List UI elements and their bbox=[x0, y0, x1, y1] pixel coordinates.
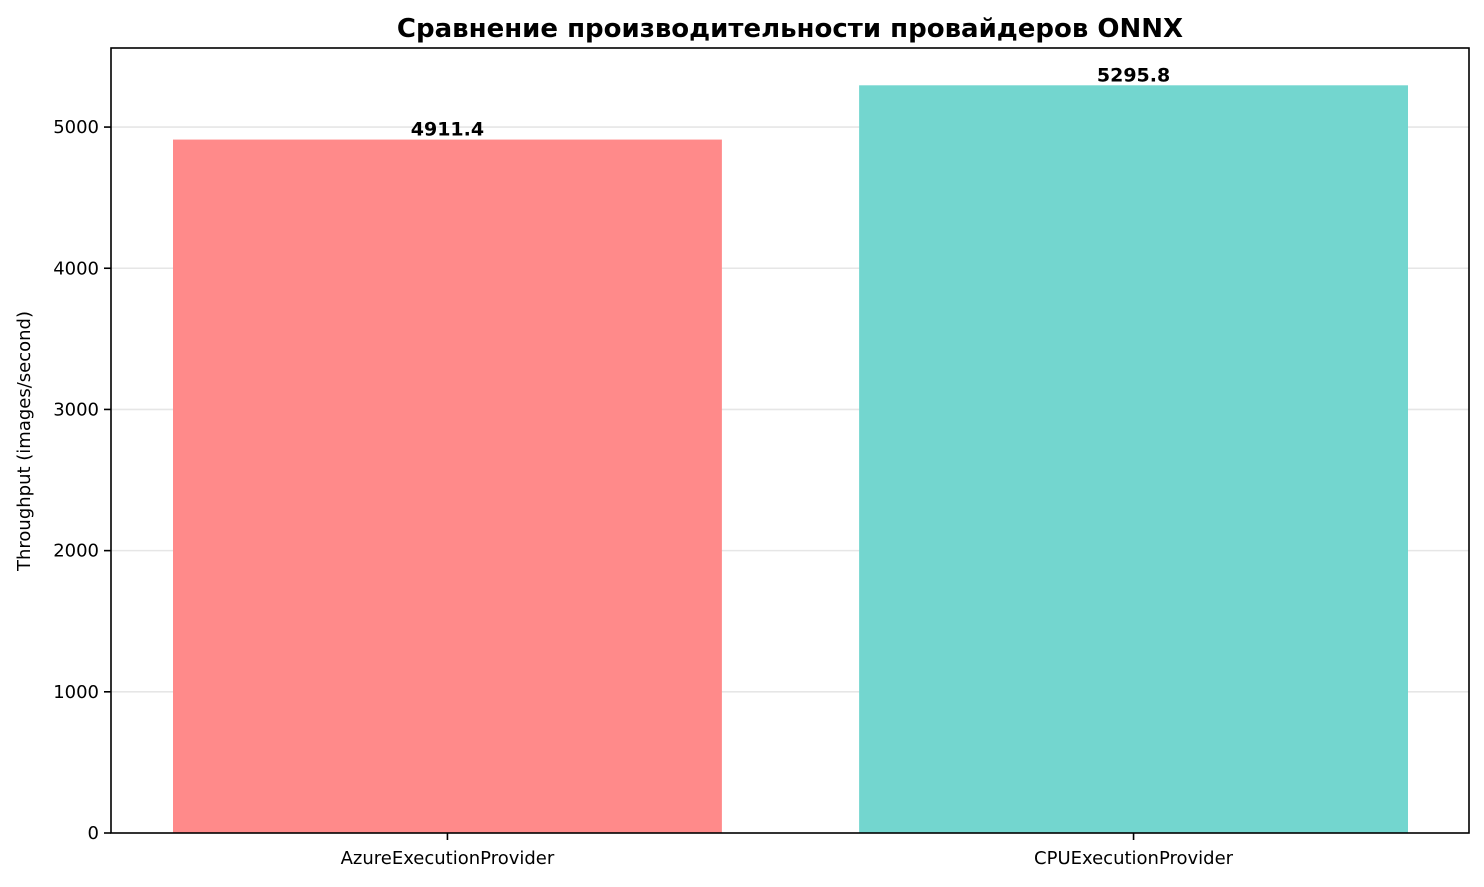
plot-frame bbox=[110, 47, 1470, 834]
y-tick-label: 3000 bbox=[53, 399, 99, 420]
chart-title: Сравнение производительности провайдеров… bbox=[397, 14, 1183, 44]
data-labels: 4911.4 5295.8 bbox=[411, 64, 1170, 140]
bars bbox=[173, 85, 1408, 833]
bar-value-label: 5295.8 bbox=[1097, 64, 1170, 86]
y-axis-label: Throughput (images/second) bbox=[14, 311, 35, 572]
y-tick-label: 2000 bbox=[53, 541, 99, 562]
x-tick-label: AzureExecutionProvider bbox=[341, 848, 555, 869]
y-tick-label: 1000 bbox=[53, 682, 99, 703]
bar-AzureExecutionProvider bbox=[173, 139, 722, 833]
y-tick-label: 0 bbox=[88, 823, 99, 844]
x-tick-label: CPUExecutionProvider bbox=[1034, 848, 1234, 869]
bar-CPUExecutionProvider bbox=[859, 85, 1408, 833]
y-tick-label: 5000 bbox=[53, 117, 99, 138]
bar-value-label: 4911.4 bbox=[411, 119, 484, 141]
x-axis: AzureExecutionProvider CPUExecutionProvid… bbox=[341, 833, 1234, 869]
y-tick-label: 4000 bbox=[53, 258, 99, 279]
y-axis: 0 1000 2000 3000 4000 5000 bbox=[53, 117, 111, 844]
